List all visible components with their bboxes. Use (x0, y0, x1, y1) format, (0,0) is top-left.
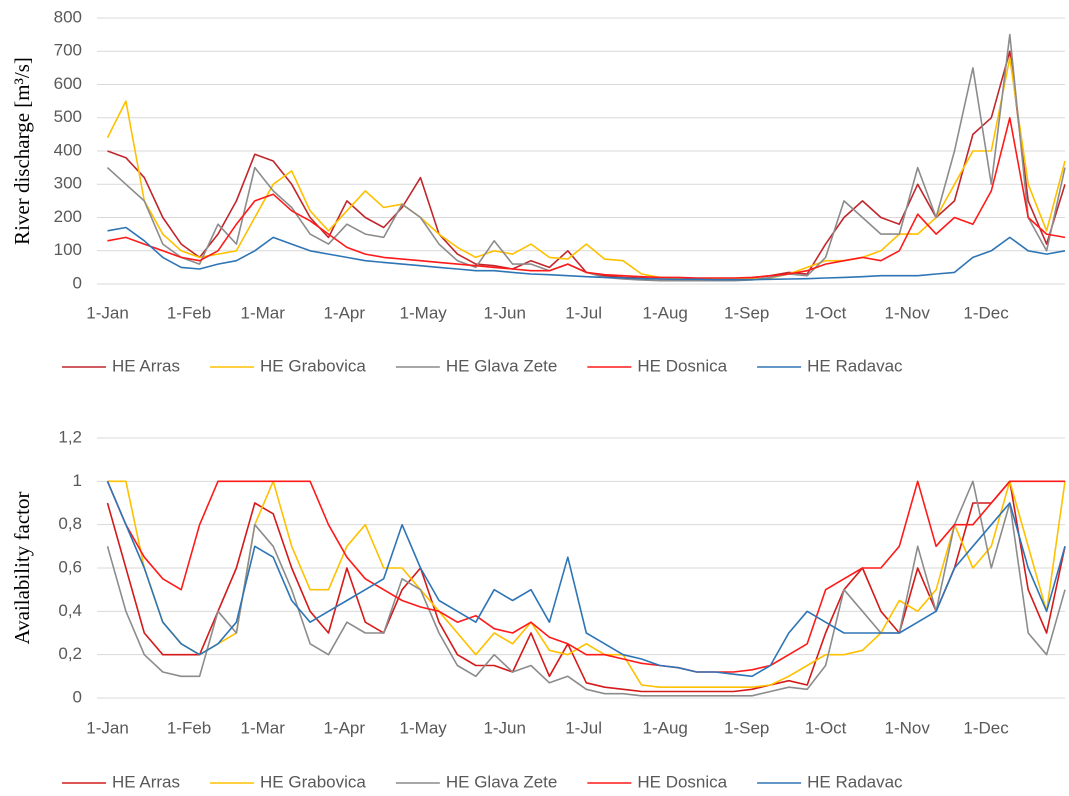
x-tick-label: 1-Feb (167, 718, 211, 737)
legend-label: HE Arras (112, 356, 180, 375)
series-line (106, 480, 1066, 693)
x-tick-label: 1-Jun (483, 718, 526, 737)
x-tick-label: 1-Jul (565, 718, 602, 737)
x-tick-label: 1-Jan (86, 303, 129, 322)
x-tick-label: 1-Dec (963, 303, 1009, 322)
x-tick-label: 1-Mar (241, 718, 286, 737)
x-tick-label: 1-Sep (724, 303, 769, 322)
series-line (107, 117, 1066, 279)
legend-label: HE Dosnica (637, 772, 727, 791)
x-tick-label: 1-Jun (483, 303, 526, 322)
x-tick-label: 1-Jul (565, 303, 602, 322)
y-tick-label: 300 (54, 174, 82, 193)
legend-label: HE Radavac (807, 772, 903, 791)
y-tick-label: 0,2 (58, 644, 82, 663)
y-tick-label: 400 (54, 140, 82, 159)
x-tick-label: 1-Apr (323, 303, 365, 322)
series-line (106, 480, 1065, 673)
legend-label: HE Glava Zete (446, 772, 558, 791)
y-tick-label: 600 (54, 74, 82, 93)
y-tick-label: 800 (54, 7, 82, 26)
y-tick-label: 200 (54, 207, 82, 226)
legend-label: HE Radavac (807, 356, 903, 375)
legend-label: HE Grabovica (260, 772, 366, 791)
y-tick-label: 0 (73, 273, 82, 292)
x-tick-label: 1-Sep (724, 718, 769, 737)
y-tick-label: 0 (73, 687, 82, 706)
x-tick-label: 1-Feb (167, 303, 211, 322)
y-tick-label: 1,2 (58, 427, 82, 446)
series-line (107, 480, 1066, 689)
x-tick-label: 1-Mar (241, 303, 286, 322)
x-tick-label: 1-May (400, 303, 448, 322)
y-tick-label: 1 (73, 471, 82, 490)
x-tick-label: 1-Aug (642, 303, 687, 322)
y-axis-title: River discharge [m³/s] (10, 57, 34, 245)
series-line (106, 57, 1066, 280)
y-axis-title: Availability factor (10, 492, 34, 645)
series-line (107, 226, 1066, 281)
x-tick-label: 1-Nov (884, 718, 930, 737)
y-tick-label: 500 (54, 107, 82, 126)
legend-label: HE Grabovica (260, 356, 366, 375)
x-tick-label: 1-Aug (642, 718, 687, 737)
y-tick-label: 700 (54, 41, 82, 60)
y-tick-label: 0,6 (58, 557, 82, 576)
x-tick-label: 1-Nov (884, 303, 930, 322)
x-tick-label: 1-Oct (805, 718, 847, 737)
x-tick-label: 1-Apr (323, 718, 365, 737)
y-tick-label: 0,4 (58, 601, 82, 620)
y-tick-label: 0,8 (58, 514, 82, 533)
series-line (106, 480, 1066, 697)
legend-label: HE Arras (112, 772, 180, 791)
x-tick-label: 1-Oct (805, 303, 847, 322)
legend-label: HE Dosnica (637, 356, 727, 375)
y-tick-label: 100 (54, 240, 82, 259)
legend-label: HE Glava Zete (446, 356, 558, 375)
x-tick-label: 1-Jan (86, 718, 129, 737)
series-line (106, 480, 1066, 678)
x-tick-label: 1-Dec (963, 718, 1009, 737)
x-tick-label: 1-May (400, 718, 448, 737)
